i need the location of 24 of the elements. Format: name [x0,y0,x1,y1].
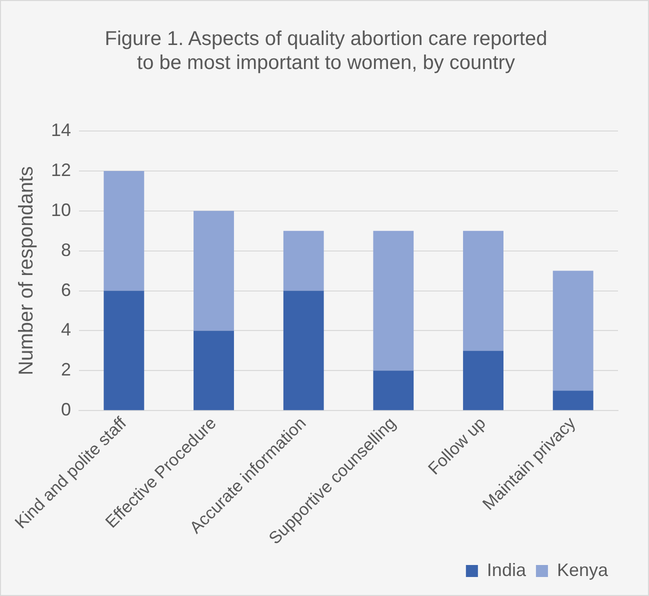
y-tick-label: 6 [61,280,72,300]
legend-label: Kenya [556,560,609,580]
y-axis-title: Number of respondants [16,166,38,376]
y-tick-label: 14 [50,120,72,140]
chart-title: Figure 1. Aspects of quality abortion care reported to be most important to women, by country [104,27,548,75]
bar [463,350,504,410]
y-tick-label: 2 [61,360,72,380]
bar [283,230,324,291]
bar [463,230,504,351]
bar [552,270,594,391]
y-tick-label: 10 [50,200,72,220]
bar [373,370,414,410]
y-tick-label: 12 [50,160,72,180]
bar [283,290,324,410]
bar [104,170,144,291]
bar [104,290,144,410]
y-tick-label: 0 [61,400,72,420]
y-tick-label: 4 [61,320,72,340]
bar [194,210,234,331]
bar [373,230,414,371]
legend-label: India [486,560,527,580]
bar [552,390,594,410]
y-tick-label: 8 [61,240,72,260]
bar [194,330,234,410]
